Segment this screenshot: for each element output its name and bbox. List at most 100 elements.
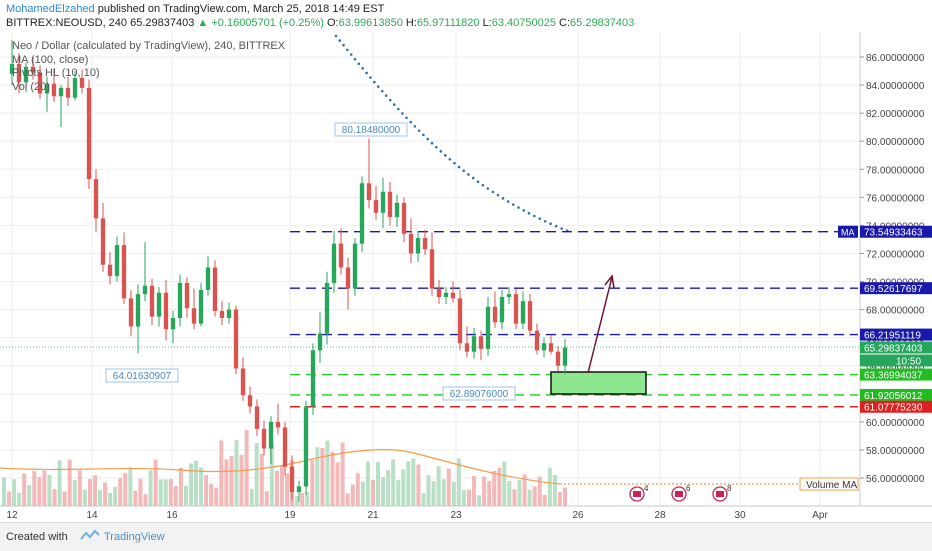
candle-body <box>352 243 358 289</box>
candle-body <box>548 343 554 352</box>
volume-bar <box>365 461 370 506</box>
volume-bar <box>108 492 113 506</box>
x-axis: 12 14 16 19 21 23 26 28 30 Apr <box>6 510 828 521</box>
volume-bar <box>199 467 204 506</box>
candle-body <box>58 87 64 97</box>
x-tick-label: Apr <box>812 510 828 521</box>
volume-bar <box>37 477 42 506</box>
candle-body <box>506 294 512 297</box>
volume-bar <box>47 474 52 506</box>
candle-body <box>296 486 302 493</box>
candle-body <box>331 243 337 283</box>
legend-volume[interactable]: Vol (20) <box>12 80 50 93</box>
pivot-label-box <box>105 368 179 383</box>
volume-bar <box>178 467 183 506</box>
candle-body <box>380 191 386 213</box>
volume-bar <box>158 479 163 506</box>
volume-bar <box>370 479 375 506</box>
target-arrow[interactable] <box>587 276 613 374</box>
close-label: C: <box>559 17 571 29</box>
level-price-tag: 73.54933463 <box>864 228 923 239</box>
y-tick-label: 56.00000000 <box>866 474 925 485</box>
open-value: 63.99613850 <box>338 17 403 29</box>
volume-bar <box>436 466 441 506</box>
volume-bar <box>62 491 67 506</box>
candle-body <box>408 233 414 254</box>
candle-body <box>121 245 127 299</box>
candle-body <box>373 200 379 213</box>
legend-symbol-title[interactable]: Neo / Dollar (calculated by TradingView)… <box>12 40 286 52</box>
legend-pivots[interactable]: Pivots HL (10, 10) <box>12 67 100 79</box>
volume-bar <box>340 442 345 506</box>
price-change: +0.16005701 (+0.25%) <box>211 17 324 29</box>
candle-body <box>65 87 71 98</box>
level-price-tag: 61.07775230 <box>864 403 923 414</box>
candle-body <box>317 333 323 351</box>
volume-bar <box>492 471 497 506</box>
volume-bar <box>148 470 153 506</box>
candle-body <box>310 350 316 407</box>
event-badge-icon-inner <box>675 491 683 497</box>
volume-bar <box>128 467 133 506</box>
tradingview-link[interactable]: TradingView <box>104 531 165 543</box>
volume-bar <box>254 443 259 506</box>
volume-bar <box>98 490 103 506</box>
volume-bar <box>527 489 532 506</box>
x-tick-label: 12 <box>6 510 18 521</box>
pivot-label: 80.18480000 <box>342 125 401 136</box>
target-arrow-head <box>604 274 615 289</box>
pivot-label-box <box>334 122 408 137</box>
open-label: O: <box>326 17 339 29</box>
candle-body <box>443 292 449 297</box>
candle-body <box>450 292 456 299</box>
x-tick-label: 19 <box>284 510 296 521</box>
volume-bar <box>381 477 386 506</box>
event-badges[interactable]: 4 6 8 <box>629 484 732 502</box>
volume-bar <box>133 490 138 506</box>
candle-body <box>198 289 204 324</box>
low-value: 63.40750025 <box>491 17 556 29</box>
candle-body <box>387 191 393 217</box>
y-tick-label: 64.00000000 <box>866 362 925 373</box>
volume-bar <box>279 465 284 506</box>
volume-bar <box>32 471 37 506</box>
volume-bar <box>401 469 406 506</box>
countdown-tag-bg <box>860 354 932 367</box>
candle-body <box>499 296 505 323</box>
buy-zone-rectangle[interactable] <box>550 371 647 395</box>
volume-bar <box>285 473 290 506</box>
x-tick-label: 14 <box>86 510 98 521</box>
candle-body <box>338 243 344 268</box>
candle-body <box>156 292 162 317</box>
volume-bar <box>77 470 82 506</box>
x-tick-label: 23 <box>450 510 462 521</box>
candle-body <box>247 395 253 407</box>
volume-bar <box>138 478 143 506</box>
volume-bar <box>27 485 32 506</box>
low-label: L: <box>482 17 492 29</box>
author-link[interactable]: MohamedElzahed <box>6 3 95 15</box>
current-price-tag: 65.29837403 <box>864 344 923 355</box>
y-tick-label: 68.00000000 <box>866 306 925 317</box>
candle-body <box>86 87 92 180</box>
volume-bar <box>355 473 360 506</box>
volume-bars <box>2 430 567 506</box>
candle-body <box>282 427 288 467</box>
volume-bar <box>552 474 557 506</box>
volume-bar <box>386 470 391 506</box>
volume-bar <box>320 447 325 506</box>
volume-bar <box>456 458 461 506</box>
tradingview-logo-icon <box>80 529 100 540</box>
candle-body <box>527 301 533 331</box>
legend-ma[interactable]: MA (100, close) <box>12 53 89 66</box>
volume-bar <box>426 474 431 506</box>
candle-body <box>240 368 246 396</box>
last-price: 65.29837403 <box>130 17 195 29</box>
volume-bar <box>219 440 224 506</box>
publish-info: published on TradingView.com, March 25, … <box>97 3 385 15</box>
volume-bar <box>376 461 380 506</box>
candle-body <box>289 466 295 493</box>
ma-tag: MA <box>841 228 855 238</box>
candle-body <box>107 264 113 276</box>
